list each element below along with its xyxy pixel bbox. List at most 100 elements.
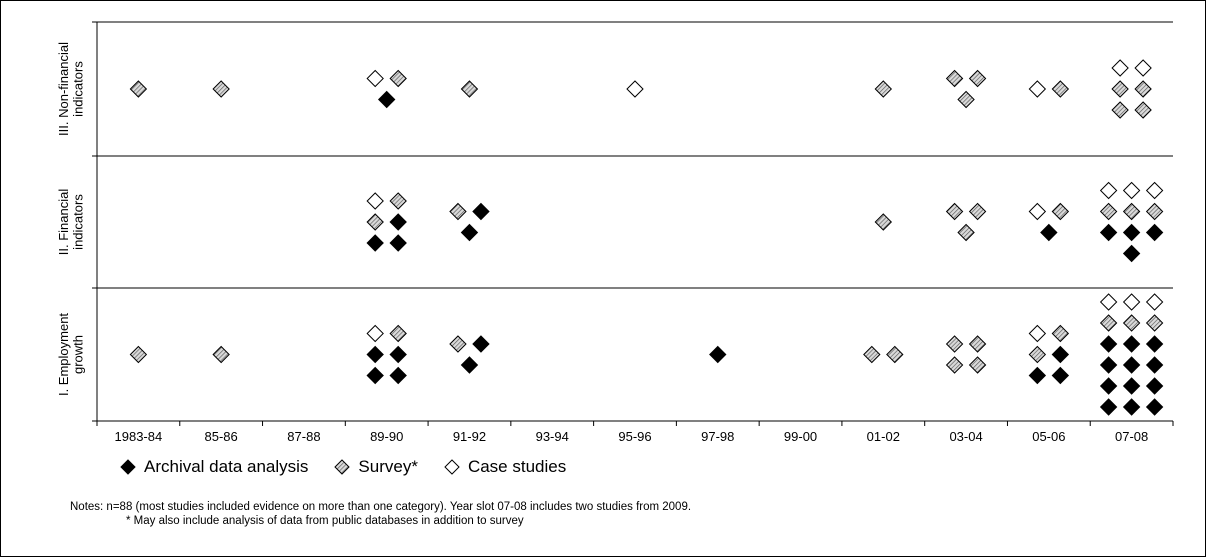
archival-marker	[366, 234, 384, 252]
survey-marker	[945, 356, 964, 374]
archival-marker	[377, 90, 396, 109]
archival-marker	[472, 202, 490, 221]
x-tick-label: 07-08	[1115, 429, 1148, 444]
survey-marker	[1111, 101, 1129, 119]
survey-marker	[1051, 202, 1070, 221]
panel-label: II. Financialindicators	[56, 189, 85, 256]
survey-marker	[1134, 101, 1152, 119]
archival-marker	[366, 345, 384, 364]
survey-diamond-icon	[334, 459, 351, 475]
x-tick-label: 87-88	[287, 429, 320, 444]
archival-marker	[1099, 223, 1118, 242]
notes-line-1: Notes: n=88 (most studies included evide…	[70, 501, 692, 513]
case-marker	[1028, 202, 1047, 221]
archival-marker	[1122, 223, 1141, 242]
x-tick-label: 01-02	[867, 429, 900, 444]
x-tick-label: 89-90	[370, 429, 403, 444]
legend-item-archival: Archival data analysis	[120, 457, 308, 477]
legend-label-survey: Survey*	[358, 457, 418, 476]
archival-marker	[389, 345, 407, 364]
archival-marker	[1028, 366, 1047, 385]
survey-marker	[449, 202, 467, 221]
case-marker	[1122, 293, 1141, 311]
survey-marker	[968, 202, 987, 221]
archival-marker	[1145, 356, 1164, 374]
case-marker	[1099, 293, 1118, 311]
survey-marker	[1122, 314, 1141, 332]
legend: Archival data analysis Survey* Case stud…	[120, 455, 592, 479]
survey-marker	[968, 356, 987, 374]
survey-marker	[460, 80, 479, 98]
case-marker	[1028, 324, 1047, 343]
archival-marker	[1122, 244, 1141, 263]
panel-label: III. Non-financialindicators	[56, 42, 85, 136]
archival-marker	[1099, 398, 1118, 416]
case-marker	[1122, 181, 1141, 200]
notes: Notes: n=88 (most studies included evide…	[70, 500, 691, 528]
archival-marker	[472, 335, 490, 353]
case-marker	[366, 192, 384, 210]
case-marker	[366, 324, 384, 343]
legend-item-case: Case studies	[444, 457, 566, 477]
legend-item-survey: Survey*	[334, 457, 418, 477]
survey-marker	[1028, 345, 1047, 364]
survey-marker	[863, 345, 881, 364]
archival-marker	[1145, 377, 1164, 395]
case-marker	[1028, 80, 1047, 98]
archival-marker	[1122, 356, 1141, 374]
x-tick-label: 95-96	[618, 429, 651, 444]
case-marker	[626, 80, 644, 98]
archival-marker	[1145, 335, 1164, 353]
case-diamond-icon	[444, 459, 460, 475]
survey-marker	[1122, 202, 1141, 221]
survey-marker	[212, 80, 230, 98]
survey-marker	[389, 324, 407, 343]
survey-marker	[957, 90, 975, 109]
case-marker	[1145, 181, 1164, 200]
survey-marker	[1051, 80, 1070, 98]
survey-marker	[1145, 314, 1164, 332]
x-tick-label: 91-92	[453, 429, 486, 444]
x-tick-label: 05-06	[1032, 429, 1065, 444]
survey-marker	[1099, 202, 1118, 221]
archival-marker	[1051, 345, 1070, 364]
survey-marker	[1111, 80, 1129, 98]
survey-marker	[968, 335, 987, 353]
panel-label: I. Employmentgrowth	[56, 313, 85, 396]
survey-marker	[957, 223, 975, 242]
archival-marker	[1051, 366, 1070, 385]
survey-marker	[212, 345, 230, 364]
archival-marker	[389, 234, 407, 252]
x-tick-label: 03-04	[949, 429, 982, 444]
survey-marker	[945, 69, 964, 88]
survey-marker	[945, 335, 964, 353]
survey-marker	[449, 335, 467, 353]
archival-marker	[460, 356, 479, 374]
archival-diamond-icon	[120, 459, 136, 475]
x-tick-label: 85-86	[205, 429, 238, 444]
survey-marker	[389, 192, 407, 210]
case-marker	[1145, 293, 1164, 311]
survey-marker	[968, 69, 987, 88]
survey-marker	[129, 80, 148, 98]
archival-marker	[1099, 335, 1118, 353]
archival-marker	[389, 366, 407, 385]
archival-marker	[1145, 223, 1164, 242]
survey-marker	[874, 80, 893, 98]
case-marker	[1134, 59, 1152, 77]
archival-marker	[1040, 223, 1058, 242]
archival-marker	[1145, 398, 1164, 416]
legend-label-case: Case studies	[467, 457, 567, 476]
case-marker	[366, 69, 384, 88]
x-tick-label: 99-00	[784, 429, 817, 444]
survey-marker	[1145, 202, 1164, 221]
x-tick-label: 93-94	[536, 429, 569, 444]
survey-marker	[886, 345, 904, 364]
archival-marker	[389, 213, 407, 231]
x-tick-label: 97-98	[701, 429, 734, 444]
survey-marker	[389, 69, 407, 88]
archival-marker	[1122, 398, 1141, 416]
survey-marker	[874, 213, 893, 231]
case-marker	[1099, 181, 1118, 200]
